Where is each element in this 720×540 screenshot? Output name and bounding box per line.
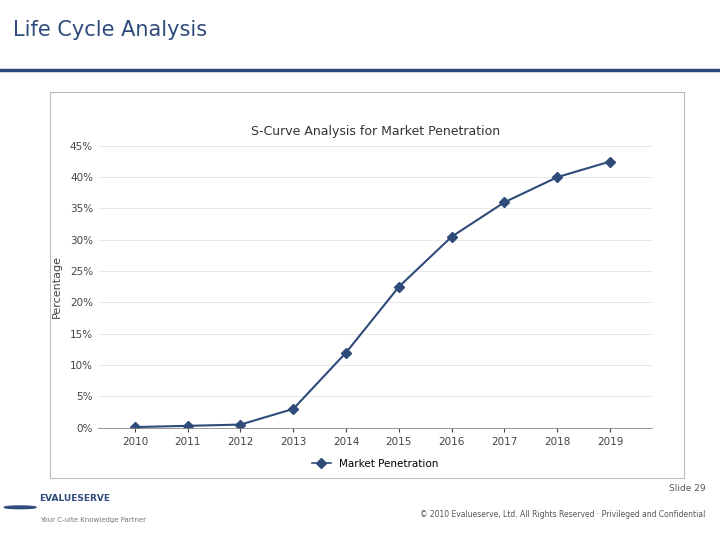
Y-axis label: Percentage: Percentage <box>52 255 62 318</box>
Text: EVALUESERVE: EVALUESERVE <box>40 494 111 503</box>
Text: © 2010 Evalueserve, Ltd. All Rights Reserved · Privileged and Confidential: © 2010 Evalueserve, Ltd. All Rights Rese… <box>420 510 706 519</box>
Circle shape <box>4 506 36 509</box>
Legend: Market Penetration: Market Penetration <box>307 455 443 473</box>
Title: S-Curve Analysis for Market Penetration: S-Curve Analysis for Market Penetration <box>251 125 500 138</box>
Text: Life Cycle Analysis: Life Cycle Analysis <box>13 21 207 40</box>
Text: Your C-uite Knowledge Partner: Your C-uite Knowledge Partner <box>40 517 145 523</box>
Text: Slide 29: Slide 29 <box>669 484 706 492</box>
